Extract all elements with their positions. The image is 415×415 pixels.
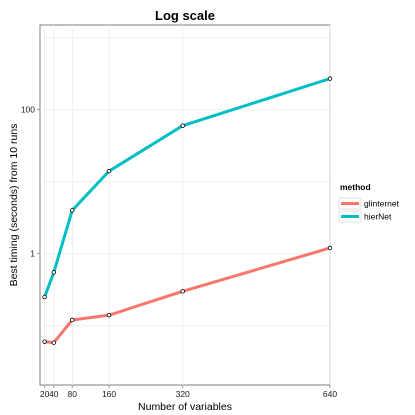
- x-tick-label: 320: [176, 389, 190, 399]
- data-point: [70, 317, 75, 323]
- data-point: [106, 312, 112, 318]
- data-point: [327, 245, 333, 251]
- x-tick-label: 80: [67, 389, 77, 399]
- data-point: [106, 168, 112, 174]
- y-tick-label: 100: [21, 105, 35, 115]
- y-axis-title: Best timing (seconds) from 10 runs: [8, 124, 20, 287]
- data-point: [42, 339, 47, 344]
- x-axis-title: Number of variables: [138, 401, 232, 413]
- x-tick-label: 160: [102, 389, 116, 399]
- x-tick-label: 40: [49, 389, 59, 399]
- chart-title: Log scale: [155, 8, 215, 23]
- legend-items: glinternet hierNet: [338, 197, 400, 223]
- plot-background: [39, 24, 331, 386]
- x-tick-label: 640: [323, 389, 337, 399]
- data-point: [42, 294, 47, 300]
- x-tick-label: 20: [40, 389, 50, 399]
- y-tick-label: 1: [30, 249, 35, 259]
- y-axis-ticks: 1 100: [21, 105, 40, 259]
- grid: [40, 25, 331, 385]
- data-point: [51, 270, 57, 275]
- data-point: [70, 208, 75, 213]
- data-point: [180, 289, 185, 294]
- legend-label: glinternet: [364, 199, 400, 209]
- data-point: [180, 123, 185, 128]
- data-point: [51, 340, 57, 345]
- points-layer: [42, 76, 333, 345]
- series-line-hierNet: [43, 77, 332, 299]
- legend-title: method: [340, 182, 371, 192]
- legend-label: hierNet: [364, 212, 392, 222]
- legend: method glinternet hierNet: [338, 182, 400, 223]
- x-axis-ticks: 20 40 80 160 320 640: [40, 385, 337, 399]
- data-point: [327, 76, 333, 81]
